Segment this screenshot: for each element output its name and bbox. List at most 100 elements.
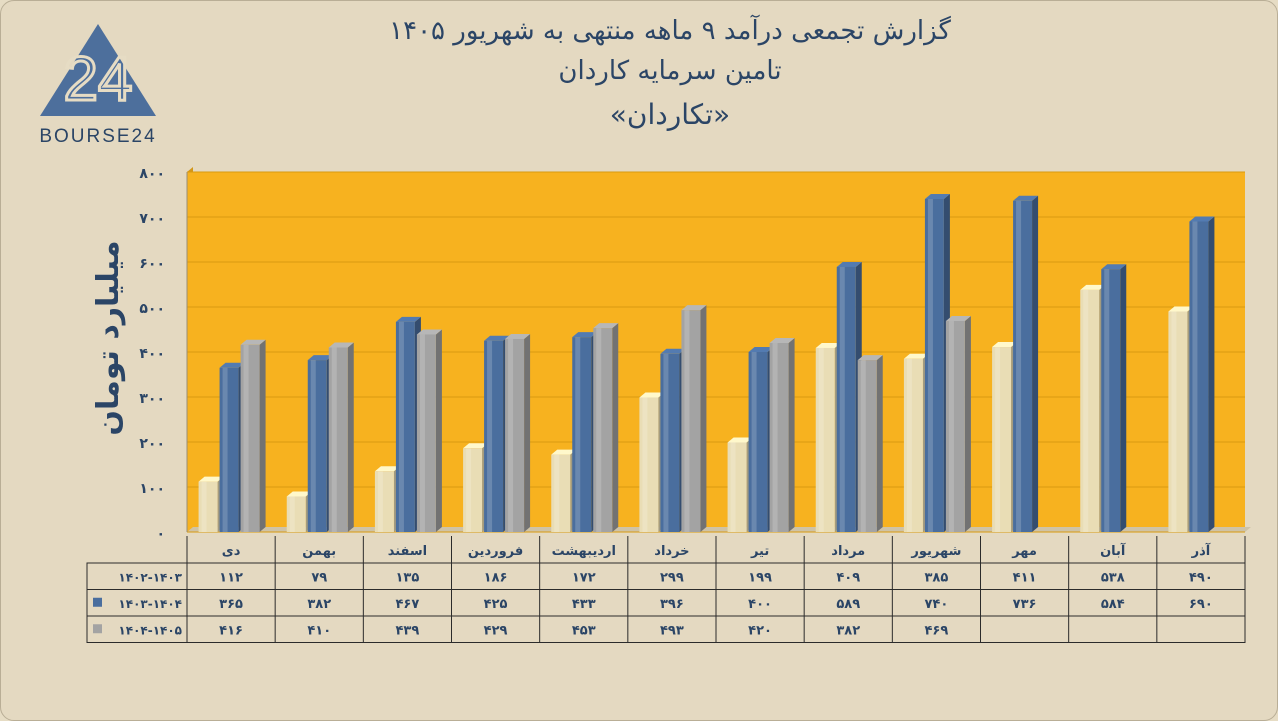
bar-top	[836, 261, 862, 267]
bar-top	[769, 338, 795, 343]
bar-highlight	[575, 337, 581, 532]
bar-3	[769, 338, 795, 532]
bar-3	[945, 315, 971, 532]
x-tick-label: مهر	[1011, 544, 1037, 559]
bar-3	[681, 305, 707, 532]
bar-top	[1080, 284, 1106, 290]
plot-floor	[187, 527, 1251, 532]
data-label: ۴۲۹	[484, 623, 508, 638]
bar-front	[1168, 311, 1188, 532]
bar-front	[1189, 221, 1209, 532]
bar-highlight	[508, 338, 514, 532]
bar-top	[551, 449, 577, 455]
bar-front	[836, 266, 856, 532]
data-label: ۷۳۶	[1013, 597, 1037, 612]
data-label: ۴۲۰	[748, 623, 772, 638]
bar-side	[259, 339, 266, 532]
bar-highlight	[310, 360, 316, 532]
y-tick-label: ۳۰۰	[139, 391, 165, 407]
bar-top	[505, 333, 531, 339]
bar-top	[307, 355, 333, 361]
y-tick-label: ۷۰۰	[139, 211, 165, 227]
bar-front	[328, 347, 348, 532]
data-label: ۴۹۰	[1189, 570, 1213, 585]
bar-side	[347, 342, 354, 532]
bar-highlight	[377, 471, 383, 532]
x-tick-label: آبان	[1100, 542, 1126, 559]
chart-title-line1: گزارش تجمعی درآمد ۹ ماهه منتهی به شهریور…	[389, 16, 951, 46]
bar-highlight	[663, 353, 669, 532]
bar-top	[1168, 306, 1194, 312]
bar-highlight	[860, 360, 866, 532]
data-label: ۴۳۹	[396, 623, 420, 638]
bar-side	[435, 329, 442, 532]
bar-top	[1013, 195, 1039, 201]
bar-highlight	[554, 454, 560, 532]
bar-front	[1080, 289, 1100, 532]
data-label: ۳۹۶	[660, 597, 684, 612]
bourse24-logo: 24 BOURSE24	[39, 24, 156, 147]
data-label: ۵۸۹	[836, 597, 860, 612]
bar-front	[903, 358, 923, 532]
data-label: ۲۹۹	[660, 570, 684, 585]
bar-2	[1189, 216, 1215, 532]
bar-highlight	[1171, 311, 1177, 532]
bar-top	[219, 362, 245, 368]
x-tick-label: اسفند	[388, 544, 427, 559]
x-tick-label: تیر	[750, 544, 769, 559]
bar-highlight	[1192, 221, 1198, 532]
data-label: ۱۳۵	[396, 570, 420, 585]
bar-front	[727, 442, 747, 532]
x-tick-label: آذر	[1191, 542, 1211, 559]
bar-top	[945, 315, 971, 321]
bar-highlight	[751, 352, 757, 532]
data-label: ۴۰۹	[836, 570, 860, 585]
x-tick-label: اردیبهشت	[552, 544, 616, 559]
bar-2	[1013, 195, 1039, 533]
bar-highlight	[995, 347, 1001, 532]
bar-front	[748, 352, 768, 532]
bar-highlight	[1104, 269, 1110, 532]
data-label: ۷۴۰	[925, 597, 949, 612]
bar-front	[992, 347, 1012, 532]
bar-highlight	[487, 340, 493, 532]
bar-highlight	[331, 347, 337, 532]
bar-side	[876, 355, 883, 532]
bar-3	[416, 329, 442, 532]
bar-top	[1189, 216, 1215, 222]
bar-highlight	[772, 343, 778, 532]
bar-front	[1013, 200, 1033, 533]
series-name: ۱۴۰۳-۱۴۰۴	[118, 597, 182, 611]
bar-top	[660, 348, 686, 354]
logo-digits: 24	[64, 45, 133, 114]
data-label: ۱۱۲	[219, 570, 243, 585]
bar-highlight	[596, 328, 602, 532]
legend-swatch	[93, 624, 102, 634]
bar-top	[815, 342, 841, 348]
bar-top	[903, 353, 929, 359]
bar-highlight	[398, 321, 404, 532]
bar-side	[964, 315, 971, 532]
y-tick-label: ۵۰۰	[139, 301, 165, 317]
data-label: ۴۳۳	[572, 597, 596, 612]
bar-highlight	[818, 347, 824, 532]
data-label: ۷۹	[311, 570, 327, 585]
bar-highlight	[730, 442, 736, 532]
data-label: ۳۶۵	[219, 597, 243, 612]
bar-top	[572, 332, 598, 338]
bar-top	[198, 476, 224, 482]
bar-3	[328, 342, 354, 532]
y-tick-label: ۲۰۰	[139, 436, 165, 452]
data-label: ۴۶۹	[925, 623, 949, 638]
y-tick-label: ۴۰۰	[139, 346, 165, 362]
bar-front	[572, 337, 592, 532]
bar-front	[769, 343, 789, 532]
bar-front	[593, 328, 613, 532]
bar-front	[198, 481, 218, 532]
bar-front	[945, 320, 965, 532]
bar-top	[286, 491, 312, 497]
bar-3	[857, 355, 883, 532]
data-label: ۴۲۵	[484, 597, 508, 612]
data-label: ۴۱۰	[307, 623, 331, 638]
